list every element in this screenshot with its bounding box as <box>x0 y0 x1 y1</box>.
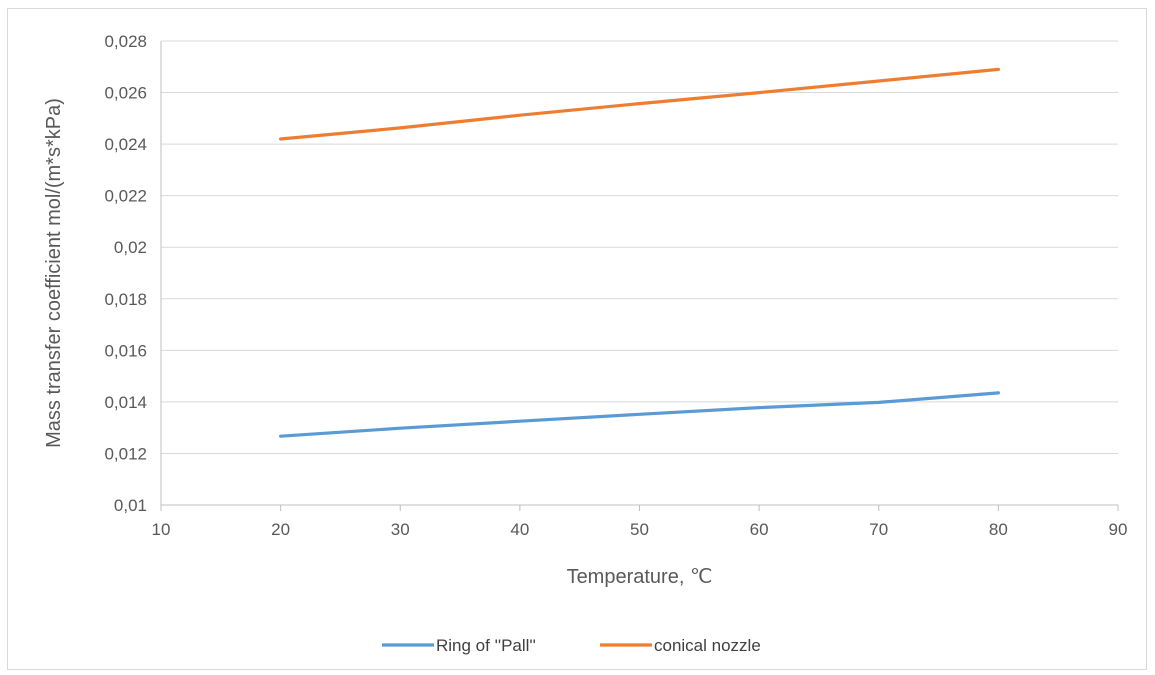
x-tick-label: 40 <box>510 520 529 539</box>
series-line-ring-of-pall <box>279 391 1001 438</box>
x-tick-label: 70 <box>869 520 888 539</box>
chart-area: 0,01 0,012 0,014 0,016 0,018 0,02 0,022 0,024 0,… <box>7 8 1147 670</box>
x-tick-label: 90 <box>1109 520 1128 539</box>
x-tick-label: 20 <box>271 520 290 539</box>
x-tick-label: 80 <box>989 520 1008 539</box>
y-tick-label: 0,016 <box>104 341 147 360</box>
y-axis-title: Mass transfer coefficient mol/(m*s*kPa) <box>43 98 65 448</box>
y-tick-label: 0,022 <box>104 187 147 206</box>
gridlines <box>161 40 1118 454</box>
legend-label: conical nozzle <box>654 636 761 655</box>
series-lines <box>279 67 1001 438</box>
axes <box>160 41 1119 511</box>
series-line-conical-nozzle <box>279 67 1001 141</box>
y-tick-label: 0,018 <box>104 290 147 309</box>
line-chart: 0,01 0,012 0,014 0,016 0,018 0,02 0,022 0,024 0,… <box>43 32 1128 655</box>
y-tick-label: 0,01 <box>114 496 147 515</box>
x-tick-label: 30 <box>391 520 410 539</box>
y-tick-label: 0,012 <box>104 444 147 463</box>
y-tick-label: 0,026 <box>104 84 147 103</box>
x-tick-label: 50 <box>630 520 649 539</box>
y-tick-label: 0,02 <box>114 238 147 257</box>
legend-label: Ring of ''Pall'' <box>436 636 536 655</box>
y-tick-label: 0,014 <box>104 393 147 412</box>
y-axis-tick-labels: 0,01 0,012 0,014 0,016 0,018 0,02 0,022 0,024 0,… <box>104 32 147 515</box>
legend: Ring of ''Pall'' conical nozzle <box>382 636 761 655</box>
x-axis-tick-labels: 10 20 30 40 50 60 70 80 90 <box>152 520 1128 539</box>
y-tick-label: 0,024 <box>104 135 147 154</box>
x-tick-label: 10 <box>152 520 171 539</box>
x-tick-label: 60 <box>750 520 769 539</box>
y-tick-label: 0,028 <box>104 32 147 51</box>
x-axis-title: Temperature, ℃ <box>567 566 713 588</box>
